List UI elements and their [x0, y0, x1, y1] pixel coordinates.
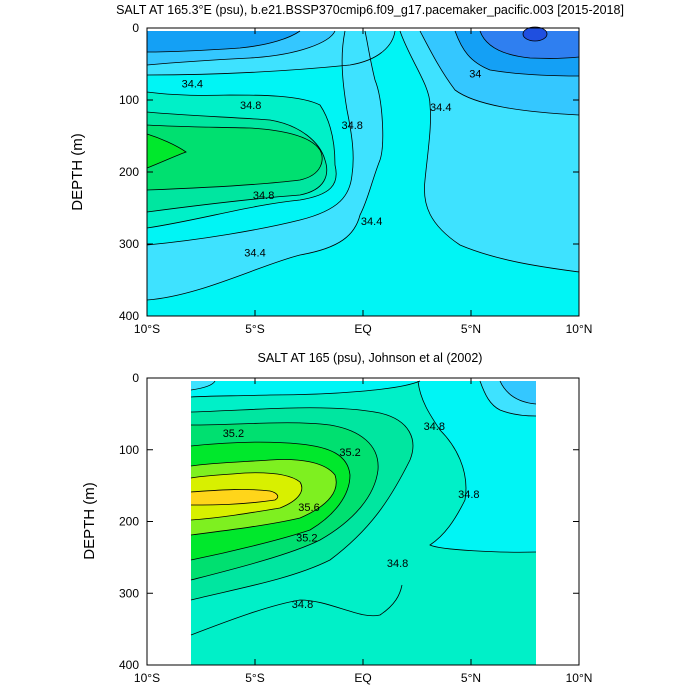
contour-line: [499, 380, 537, 405]
contour-label: 34.8: [424, 421, 445, 433]
y-tick-label: 200: [119, 515, 139, 529]
panel-1: SALT AT 165.3°E (psu), b.e21.BSSP370cmip…: [69, 3, 624, 336]
contour-line: [146, 30, 336, 66]
contour-label: 34: [469, 68, 481, 80]
contour-line: [190, 584, 403, 636]
panel-1-contour-labels: 34.4 34.8 34.8 34.4 34 34.8 34.4 34.4: [182, 68, 482, 259]
fill-34-6-right: [418, 381, 536, 553]
y-tick-label: 0: [132, 371, 139, 385]
panel-2-contour-lines: [190, 380, 537, 636]
contour-label: 34.8: [240, 100, 261, 112]
contour-label: 34.8: [341, 120, 362, 132]
panel-1-x-axis: 10°S 5°S EQ 5°N 10°N: [134, 28, 592, 336]
panel-1-y-axis-label: DEPTH (m): [69, 133, 86, 211]
y-tick-label: 0: [132, 21, 139, 35]
fill-36-0-tongue: [191, 489, 278, 505]
contour-line: [190, 380, 216, 391]
fill-33-6-right: [523, 27, 547, 41]
x-tick-label: 10°N: [566, 322, 593, 336]
contour-line: [146, 30, 354, 246]
panel-1-y-axis: 0 100 200 300 400: [119, 21, 579, 323]
contour-line: [190, 441, 351, 561]
contour-line: [146, 91, 337, 229]
panel-2-title: SALT AT 165 (psu), Johnson et al (2002): [258, 351, 483, 365]
x-tick-label: 10°S: [134, 322, 160, 336]
y-tick-label: 400: [119, 309, 139, 323]
panel-2-contour-labels: 35.2 35.2 34.8 35.6 34.8 35.2 34.8 34.8: [223, 421, 480, 611]
fill-34-0-surface-left: [147, 31, 300, 52]
panel-2-plot: 35.2 35.2 34.8 35.6 34.8 35.2 34.8 34.8: [190, 380, 537, 665]
fill-35-4-core: [147, 134, 186, 168]
x-tick-label: 10°N: [566, 671, 593, 685]
contour-line: [190, 422, 379, 581]
contour-label: 34.8: [292, 599, 313, 611]
panel-1-title: SALT AT 165.3°E (psu), b.e21.BSSP370cmip…: [116, 3, 624, 17]
contour-label: 34.4: [244, 248, 265, 260]
contour-line: [146, 30, 301, 53]
contour-label: 34.8: [387, 558, 408, 570]
x-tick-label: 10°S: [134, 671, 160, 685]
contour-label: 34.8: [458, 489, 479, 501]
y-tick-label: 300: [119, 586, 139, 600]
x-tick-label: 5°N: [461, 671, 481, 685]
contour-line: [417, 380, 537, 553]
contour-line: [190, 380, 421, 398]
contour-line: [146, 30, 396, 76]
contour-line: [190, 472, 303, 521]
contour-label: 35.2: [339, 447, 360, 459]
contour-line: [146, 30, 384, 301]
contour-line: [399, 30, 580, 273]
fill-34-4-surface: [191, 381, 215, 390]
panel-2-y-axis: 0 100 200 300 400: [119, 371, 579, 672]
contour-label: 34.4: [361, 216, 382, 228]
panel-1-contour-lines: [146, 26, 580, 301]
contour-label: 35.2: [296, 532, 317, 544]
fill-34-2-right: [500, 381, 536, 404]
x-tick-label: 5°N: [461, 322, 481, 336]
contour-line: [522, 26, 548, 42]
contour-line: [190, 407, 414, 601]
contour-line: [146, 124, 323, 191]
contour-label: 35.6: [298, 502, 319, 514]
x-tick-label: EQ: [354, 671, 371, 685]
y-tick-label: 400: [119, 658, 139, 672]
contour-label: 34.4: [182, 78, 203, 90]
contour-line: [190, 459, 337, 536]
x-tick-label: 5°S: [245, 671, 264, 685]
y-tick-label: 100: [119, 93, 139, 107]
contour-line: [479, 380, 537, 417]
contour-line: [454, 30, 580, 77]
panel-2-x-axis: 10°S 5°S EQ 5°N 10°N: [134, 378, 592, 685]
contour-line: [479, 30, 580, 59]
panel-1-plot: 34.4 34.8 34.8 34.4 34 34.8 34.4 34.4: [146, 26, 580, 316]
fill-35-2-core: [147, 125, 323, 190]
y-tick-label: 200: [119, 165, 139, 179]
contour-line: [419, 30, 580, 116]
y-tick-label: 100: [119, 443, 139, 457]
y-tick-label: 300: [119, 237, 139, 251]
x-tick-label: 5°S: [245, 322, 264, 336]
contour-label: 35.2: [223, 428, 244, 440]
fill-34-6-surface: [191, 381, 420, 397]
panel-2: SALT AT 165 (psu), Johnson et al (2002): [81, 351, 592, 685]
x-tick-label: EQ: [354, 322, 371, 336]
panel-2-y-axis-label: DEPTH (m): [81, 482, 98, 560]
contour-label: 34.4: [430, 102, 451, 114]
contour-line: [190, 489, 279, 506]
contour-line: [146, 133, 187, 169]
contour-line: [146, 111, 328, 213]
fill-33-8-right: [480, 31, 579, 59]
contour-label: 34.8: [253, 190, 274, 202]
